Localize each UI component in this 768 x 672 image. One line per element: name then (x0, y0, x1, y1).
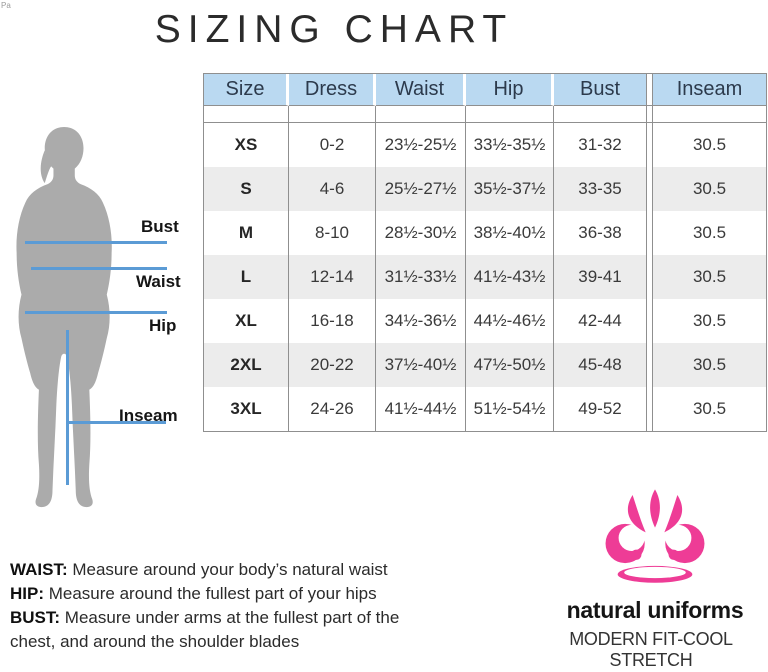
col-header-dress: Dress (289, 74, 376, 106)
hip-measure-line (25, 311, 167, 314)
waist-label: Waist (136, 272, 181, 291)
table-cell: 45-48 (554, 343, 646, 387)
spacer-cell (289, 106, 376, 123)
column-gap (646, 343, 653, 387)
hip-label: Hip (149, 316, 177, 335)
brand-name: natural uniforms (566, 597, 744, 623)
inseam-label: Inseam (119, 406, 178, 425)
table-cell: 2XL (204, 343, 289, 387)
table-cell: 51½-54½ (466, 387, 554, 431)
table-cell: 30.5 (653, 167, 766, 211)
table-cell: XS (204, 123, 289, 167)
table-cell: 30.5 (692, 223, 727, 242)
note-waist-text: Measure around your body’s natural waist (72, 560, 388, 579)
column-gap (646, 255, 653, 299)
table-cell: 23½-25½ (376, 123, 466, 167)
col-header-hip: Hip (466, 74, 554, 106)
spacer-cell (653, 106, 766, 123)
column-gap (646, 167, 653, 211)
table-cell: 8-10 (289, 211, 376, 255)
brand-tagline: MODERN FIT-COOL STRETCH (569, 629, 733, 670)
lotus-flower-logo-icon (605, 489, 705, 583)
table-cell: 41½-43½ (466, 255, 554, 299)
table-cell: 37½-40½ (376, 343, 466, 387)
bust-label: Bust (141, 217, 179, 236)
table-cell: 41½-44½ (376, 387, 466, 431)
table-cell: 44½-46½ (466, 299, 554, 343)
note-waist: WAIST: Measure around your body’s natura… (10, 558, 408, 582)
column-gap (646, 106, 653, 123)
spacer-cell (554, 106, 646, 123)
spacer-cell (466, 106, 554, 123)
table-cell: 3XL (204, 387, 289, 431)
spacer-cell (376, 106, 466, 123)
inseam-measure-line-vertical (66, 330, 69, 485)
note-hip-text: Measure around the fullest part of your … (48, 584, 377, 603)
column-gap (646, 211, 653, 255)
waist-measure-line (31, 267, 167, 270)
table-cell: 30.5 (653, 255, 766, 299)
table-cell: 38½-40½ (466, 211, 554, 255)
table-cell: 30.5 (653, 343, 766, 387)
table-cell: 30.5 (692, 135, 727, 154)
body-silhouette-figure (16, 126, 112, 508)
table-cell: L (204, 255, 289, 299)
col-header-inseam: Inseam (653, 74, 766, 106)
table-cell: 42-44 (578, 311, 622, 330)
table-cell: XL (204, 299, 289, 343)
inseam-measure-line (67, 421, 166, 424)
table-cell: 33-35 (554, 167, 646, 211)
table-cell: 35½-37½ (466, 167, 554, 211)
note-bust-label: BUST: (10, 608, 61, 627)
table-cell: 20-22 (289, 343, 376, 387)
table-cell: 30.5 (692, 311, 727, 330)
sizing-table: Size Dress Waist Hip Bust Inseam XS 0-2 23… (203, 73, 767, 432)
table-cell: 39-41 (554, 255, 646, 299)
table-cell: M (204, 211, 289, 255)
column-gap (646, 387, 653, 431)
table-cell: 24-26 (289, 387, 376, 431)
table-cell: 25½-27½ (376, 167, 466, 211)
table-cell: 4-6 (289, 167, 376, 211)
table-cell: 30.5 (692, 399, 727, 418)
table-cell: 47½-50½ (466, 343, 554, 387)
bust-measure-line (25, 241, 167, 244)
corner-artifact: Pa (1, 1, 11, 10)
column-gap (646, 299, 653, 343)
table-cell: 16-18 (289, 299, 376, 343)
spacer-cell (204, 106, 289, 123)
col-header-size: Size (204, 74, 289, 106)
note-hip-label: HIP: (10, 584, 44, 603)
note-bust-text: Measure under arms at the fullest part o… (10, 608, 400, 651)
page-title: SIZING CHART (154, 8, 514, 51)
col-header-waist: Waist (376, 74, 466, 106)
note-hip: HIP: Measure around the fullest part of … (10, 582, 408, 606)
note-waist-label: WAIST: (10, 560, 68, 579)
table-cell: 31-32 (578, 135, 622, 154)
table-cell: 28½-30½ (376, 211, 466, 255)
table-cell: 12-14 (289, 255, 376, 299)
column-gap (646, 74, 653, 106)
column-gap (646, 123, 653, 167)
measurement-notes: WAIST: Measure around your body’s natura… (10, 558, 408, 654)
table-cell: 31½-33½ (376, 255, 466, 299)
table-cell: S (204, 167, 289, 211)
table-cell: 34½-36½ (376, 299, 466, 343)
table-cell: 49-52 (578, 399, 622, 418)
note-bust: BUST: Measure under arms at the fullest … (10, 606, 408, 654)
table-cell: 0-2 (289, 123, 376, 167)
col-header-bust: Bust (554, 74, 646, 106)
table-cell: 36-38 (578, 223, 622, 242)
table-cell: 33½-35½ (466, 123, 554, 167)
